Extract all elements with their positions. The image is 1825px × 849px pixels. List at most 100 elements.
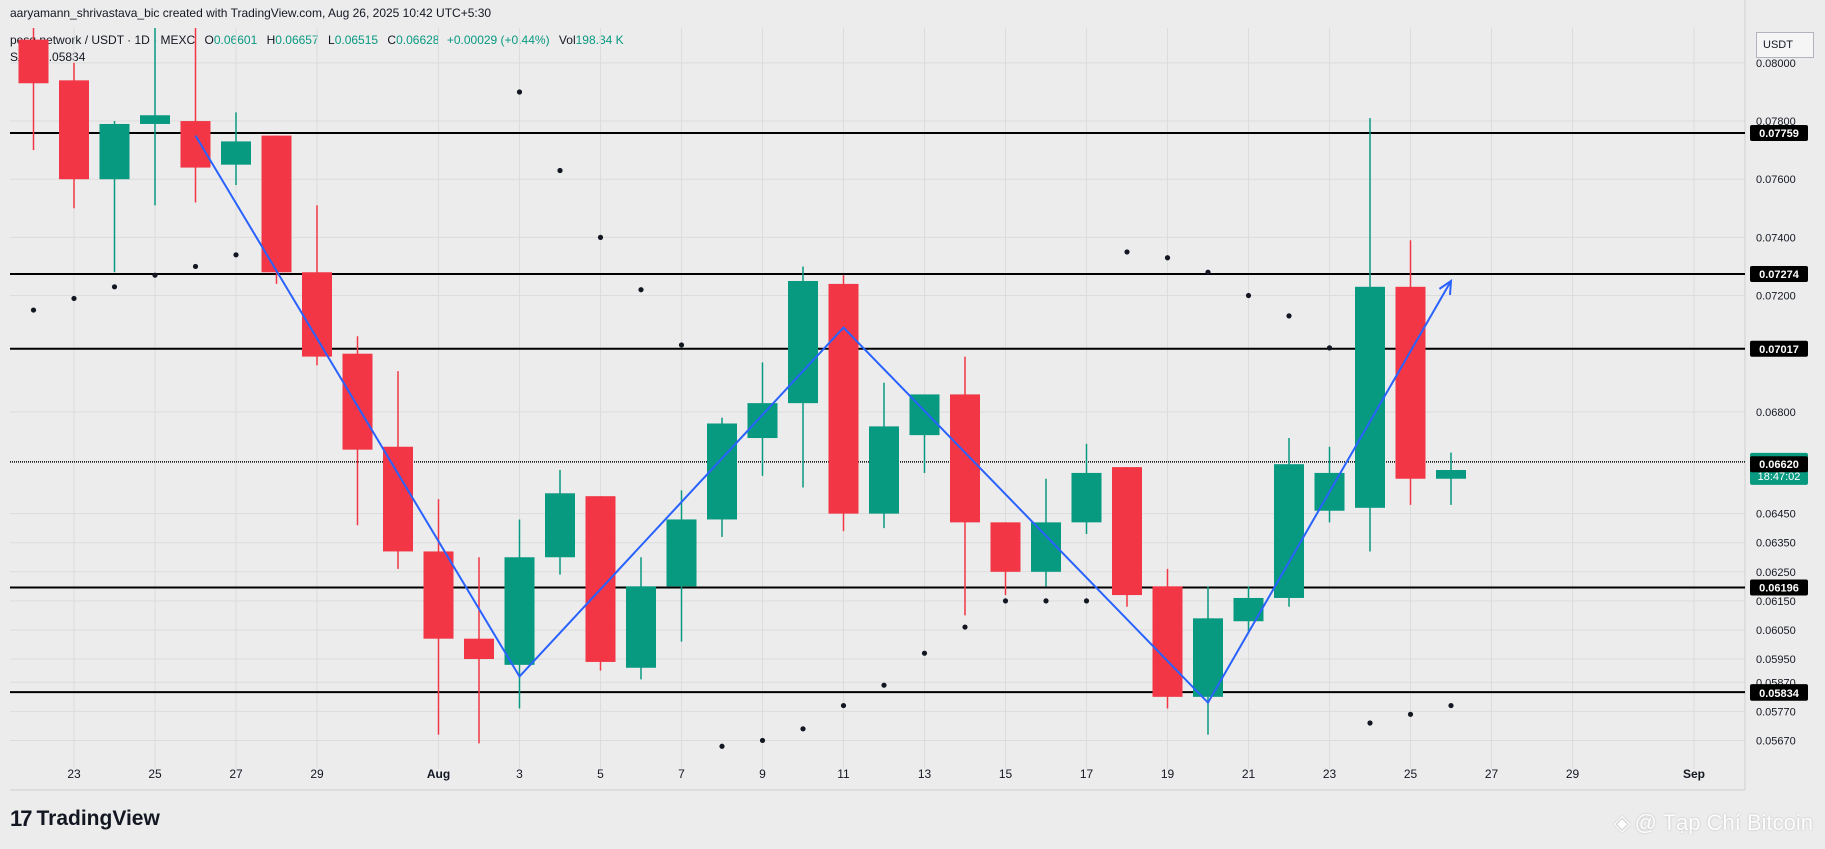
x-tick-label: 17 — [1080, 767, 1094, 781]
high-label: H — [266, 33, 276, 47]
sar-dot — [1286, 313, 1292, 319]
candle-down[interactable] — [383, 446, 413, 552]
sar-dot — [1043, 598, 1049, 604]
candle-down[interactable] — [950, 394, 980, 523]
sar-dot — [638, 287, 644, 293]
prev-price-tag-bg — [1750, 456, 1808, 473]
zigzag-trendline[interactable] — [194, 135, 1452, 705]
open-label: O — [204, 33, 214, 47]
level-price-tag: 0.07017 — [1759, 344, 1799, 356]
symbol-name[interactable]: pesq network / USDT · 1D · MEXC — [10, 33, 196, 47]
x-tick-label: 23 — [1323, 767, 1337, 781]
sar-dot — [557, 167, 563, 174]
y-tick-label: 0.06050 — [1756, 625, 1796, 637]
sar-dot — [1245, 292, 1252, 299]
y-tick-label: 0.05770 — [1756, 706, 1796, 718]
sar-dot — [1002, 598, 1009, 604]
sar-dot — [1448, 702, 1454, 709]
x-tick-label: Aug — [427, 767, 450, 781]
candle-down[interactable] — [261, 135, 292, 273]
sar-dot — [1326, 345, 1333, 351]
sar-dot — [840, 702, 847, 709]
close-label: C — [387, 33, 397, 47]
level-price-tag: 0.06196 — [1759, 582, 1799, 594]
level-price-tag: 0.07274 — [1759, 269, 1800, 281]
x-tick-label: Sep — [1683, 767, 1705, 781]
x-tick-label: 3 — [516, 767, 523, 781]
low-label: L — [328, 33, 335, 47]
y-tick-label: 0.06350 — [1756, 538, 1796, 550]
currency-label: USDT — [1763, 39, 1793, 51]
candle-up[interactable] — [1233, 597, 1264, 622]
sar-dot — [719, 743, 725, 749]
candle-down[interactable] — [990, 522, 1021, 572]
candle-up[interactable] — [1274, 464, 1304, 598]
y-tick-label: 0.06450 — [1756, 509, 1796, 521]
x-tick-label: 21 — [1242, 767, 1256, 781]
candle-down[interactable] — [1112, 467, 1142, 596]
level-price-tag-bg — [1750, 579, 1808, 596]
watermark: ◈ @ Tạp Chí Bitcoin — [1614, 810, 1813, 836]
candle-down[interactable] — [464, 638, 494, 660]
sar-dot — [192, 263, 199, 270]
candle-up[interactable] — [747, 403, 778, 439]
level-price-tag-bg — [1750, 340, 1808, 357]
tradingview-logo-icon: 17 — [10, 806, 33, 831]
candle-down[interactable] — [828, 283, 859, 514]
volume-value: 198.34 K — [575, 33, 624, 47]
candle-up[interactable] — [140, 115, 170, 124]
candle-up[interactable] — [666, 519, 697, 587]
x-tick-label: 25 — [148, 767, 162, 781]
sar-price-tag-bg — [1750, 684, 1808, 701]
trend-arrowhead-icon — [1438, 279, 1453, 296]
candle-up[interactable] — [707, 423, 737, 520]
volume-label: Vol — [558, 33, 576, 47]
candle-down[interactable] — [59, 80, 89, 180]
candle-up[interactable] — [1071, 472, 1102, 523]
sar-dot — [597, 234, 604, 240]
candle-up[interactable] — [788, 280, 818, 404]
y-tick-label: 0.07200 — [1756, 291, 1796, 303]
brand-name: TradingView — [36, 807, 160, 830]
candle-down[interactable] — [180, 121, 211, 168]
y-tick-label: 0.06150 — [1756, 596, 1796, 608]
sar-dot — [1083, 598, 1090, 604]
symbol-legend: pesq network / USDT · 1D · MEXC O0.06601… — [10, 33, 624, 47]
level-price-tag-bg — [1750, 266, 1808, 283]
candle-up[interactable] — [1436, 470, 1466, 479]
tradingview-brand[interactable]: 17 TradingView — [10, 806, 160, 832]
sar-dot — [1205, 269, 1211, 275]
candle-up[interactable] — [221, 141, 251, 165]
candle-up[interactable] — [1355, 286, 1385, 508]
change-value: +0.00029 (+0.44%) — [446, 33, 550, 47]
candle-down[interactable] — [18, 39, 49, 84]
candle-up[interactable] — [869, 426, 899, 514]
candle-up[interactable] — [545, 493, 575, 558]
sar-dot — [111, 284, 118, 290]
x-tick-label: 29 — [310, 767, 324, 781]
y-tick-label: 0.05950 — [1756, 654, 1796, 666]
sar-dot — [921, 650, 928, 656]
sar-dot — [1367, 720, 1373, 726]
x-tick-label: 29 — [1566, 767, 1580, 781]
y-tick-label: 0.08000 — [1756, 58, 1796, 70]
x-tick-label: 25 — [1404, 767, 1418, 781]
currency-selector[interactable]: USDT — [1756, 32, 1814, 58]
x-tick-label: 23 — [67, 767, 81, 781]
x-tick-label: 9 — [759, 767, 766, 781]
candle-up[interactable] — [99, 123, 130, 180]
candle-up[interactable] — [504, 557, 535, 665]
sar-dot — [1407, 711, 1414, 717]
candle-down[interactable] — [1395, 286, 1426, 479]
level-price-tag-bg — [1750, 124, 1808, 141]
sar-price-tag: 0.05834 — [1759, 688, 1800, 700]
x-tick-label: 27 — [229, 767, 243, 781]
candle-down[interactable] — [423, 551, 454, 639]
indicator-value: 0.05834 — [42, 50, 86, 64]
candle-up[interactable] — [626, 586, 656, 668]
x-tick-label: 15 — [999, 767, 1013, 781]
candle-down[interactable] — [1152, 586, 1183, 697]
candle-down[interactable] — [302, 272, 332, 357]
candle-down[interactable] — [342, 353, 373, 450]
